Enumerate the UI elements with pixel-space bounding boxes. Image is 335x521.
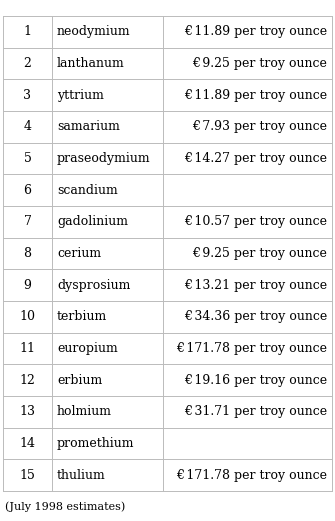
Text: € 19.16 per troy ounce: € 19.16 per troy ounce — [184, 374, 327, 387]
Text: (July 1998 estimates): (July 1998 estimates) — [5, 502, 125, 512]
Text: holmium: holmium — [57, 405, 112, 418]
Text: € 7.93 per troy ounce: € 7.93 per troy ounce — [192, 120, 327, 133]
Text: € 171.78 per troy ounce: € 171.78 per troy ounce — [176, 342, 327, 355]
Text: € 11.89 per troy ounce: € 11.89 per troy ounce — [184, 89, 327, 102]
Text: gadolinium: gadolinium — [57, 215, 128, 228]
Text: europium: europium — [57, 342, 118, 355]
Text: 7: 7 — [23, 215, 31, 228]
Text: lanthanum: lanthanum — [57, 57, 125, 70]
Text: dysprosium: dysprosium — [57, 279, 130, 292]
Text: cerium: cerium — [57, 247, 101, 260]
Text: 2: 2 — [23, 57, 31, 70]
Text: 6: 6 — [23, 184, 31, 196]
Text: 14: 14 — [19, 437, 36, 450]
Text: € 31.71 per troy ounce: € 31.71 per troy ounce — [184, 405, 327, 418]
Text: € 11.89 per troy ounce: € 11.89 per troy ounce — [184, 26, 327, 39]
Text: 8: 8 — [23, 247, 31, 260]
Text: 4: 4 — [23, 120, 31, 133]
Text: 3: 3 — [23, 89, 31, 102]
Text: promethium: promethium — [57, 437, 134, 450]
Text: € 9.25 per troy ounce: € 9.25 per troy ounce — [192, 247, 327, 260]
Text: praseodymium: praseodymium — [57, 152, 151, 165]
Text: 13: 13 — [19, 405, 36, 418]
Text: € 13.21 per troy ounce: € 13.21 per troy ounce — [184, 279, 327, 292]
Text: € 34.36 per troy ounce: € 34.36 per troy ounce — [184, 311, 327, 324]
Text: neodymium: neodymium — [57, 26, 131, 39]
Text: 5: 5 — [23, 152, 31, 165]
Text: terbium: terbium — [57, 311, 107, 324]
Text: erbium: erbium — [57, 374, 102, 387]
Text: € 14.27 per troy ounce: € 14.27 per troy ounce — [184, 152, 327, 165]
Text: 9: 9 — [23, 279, 31, 292]
Text: 11: 11 — [19, 342, 36, 355]
Text: scandium: scandium — [57, 184, 118, 196]
Text: € 9.25 per troy ounce: € 9.25 per troy ounce — [192, 57, 327, 70]
Text: 10: 10 — [19, 311, 36, 324]
Text: samarium: samarium — [57, 120, 120, 133]
Text: 12: 12 — [19, 374, 36, 387]
Text: yttrium: yttrium — [57, 89, 104, 102]
Text: 15: 15 — [19, 469, 36, 482]
Text: € 171.78 per troy ounce: € 171.78 per troy ounce — [176, 469, 327, 482]
Text: thulium: thulium — [57, 469, 106, 482]
Text: € 10.57 per troy ounce: € 10.57 per troy ounce — [184, 215, 327, 228]
Text: 1: 1 — [23, 26, 31, 39]
